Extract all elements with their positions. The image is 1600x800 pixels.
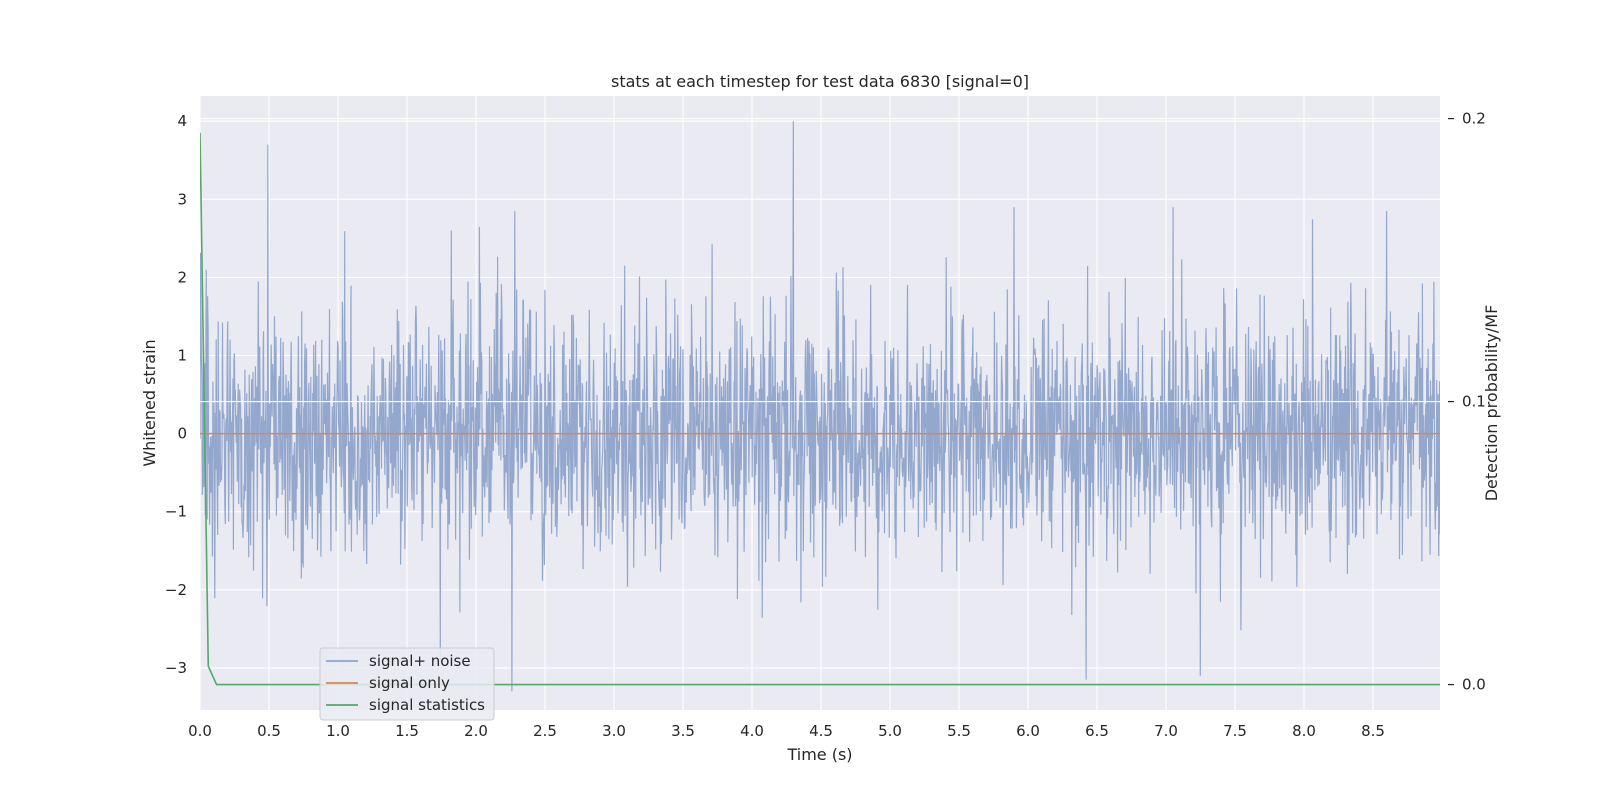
x-tick-label: 4.5 bbox=[809, 722, 833, 740]
x-tick-label: 3.0 bbox=[602, 722, 626, 740]
x-tick-label: 1.5 bbox=[395, 722, 419, 740]
x-tick-label: 2.5 bbox=[533, 722, 557, 740]
legend: signal+ noise signal only signal statist… bbox=[319, 647, 495, 721]
x-tick-label: 4.0 bbox=[740, 722, 764, 740]
y-tick-label: 1 bbox=[177, 347, 187, 365]
legend-label-signal-noise: signal+ noise bbox=[369, 652, 471, 670]
y2-tick-label: 0.2 bbox=[1462, 110, 1486, 128]
chart-title: stats at each timestep for test data 683… bbox=[611, 72, 1029, 91]
x-tick-label: 5.5 bbox=[947, 722, 971, 740]
series-signal-noise bbox=[200, 121, 1440, 692]
x-tick-label: 1.0 bbox=[326, 722, 350, 740]
y2-tick-label: 0.0 bbox=[1462, 676, 1486, 694]
x-tick-label: 5.0 bbox=[878, 722, 902, 740]
x-tick-label: 8.0 bbox=[1292, 722, 1316, 740]
y-tick-label: 3 bbox=[177, 190, 187, 208]
series-line-signal-statistics bbox=[200, 132, 1440, 686]
series-line-signal-noise bbox=[200, 121, 1440, 692]
legend-label-signal-statistics: signal statistics bbox=[369, 696, 485, 714]
x-tick-label: 6.0 bbox=[1016, 722, 1040, 740]
y-tick-label: 0 bbox=[177, 425, 187, 443]
x-tick-label: 3.5 bbox=[671, 722, 695, 740]
x-tick-label: 0.0 bbox=[188, 722, 212, 740]
y2-axis-label: Detection probability/MF bbox=[1482, 305, 1501, 502]
legend-label-signal-only: signal only bbox=[369, 674, 450, 692]
x-axis-label: Time (s) bbox=[786, 745, 852, 764]
y-tick-label: −3 bbox=[165, 659, 187, 677]
x-tick-label: 7.0 bbox=[1154, 722, 1178, 740]
y2-tick-label: 0.1 bbox=[1462, 393, 1486, 411]
y-tick-label: −1 bbox=[165, 503, 187, 521]
legend-box bbox=[319, 647, 495, 721]
y-axis-label: Whitened strain bbox=[140, 339, 159, 466]
y-tick-label: 4 bbox=[177, 112, 187, 130]
y-tick-label: −2 bbox=[165, 581, 187, 599]
x-tick-label: 2.0 bbox=[464, 722, 488, 740]
x-tick-label: 8.5 bbox=[1361, 722, 1385, 740]
y-tick-label: 2 bbox=[177, 268, 187, 286]
x-tick-label: 0.5 bbox=[257, 722, 281, 740]
x-tick-label: 7.5 bbox=[1223, 722, 1247, 740]
x-tick-label: 6.5 bbox=[1085, 722, 1109, 740]
